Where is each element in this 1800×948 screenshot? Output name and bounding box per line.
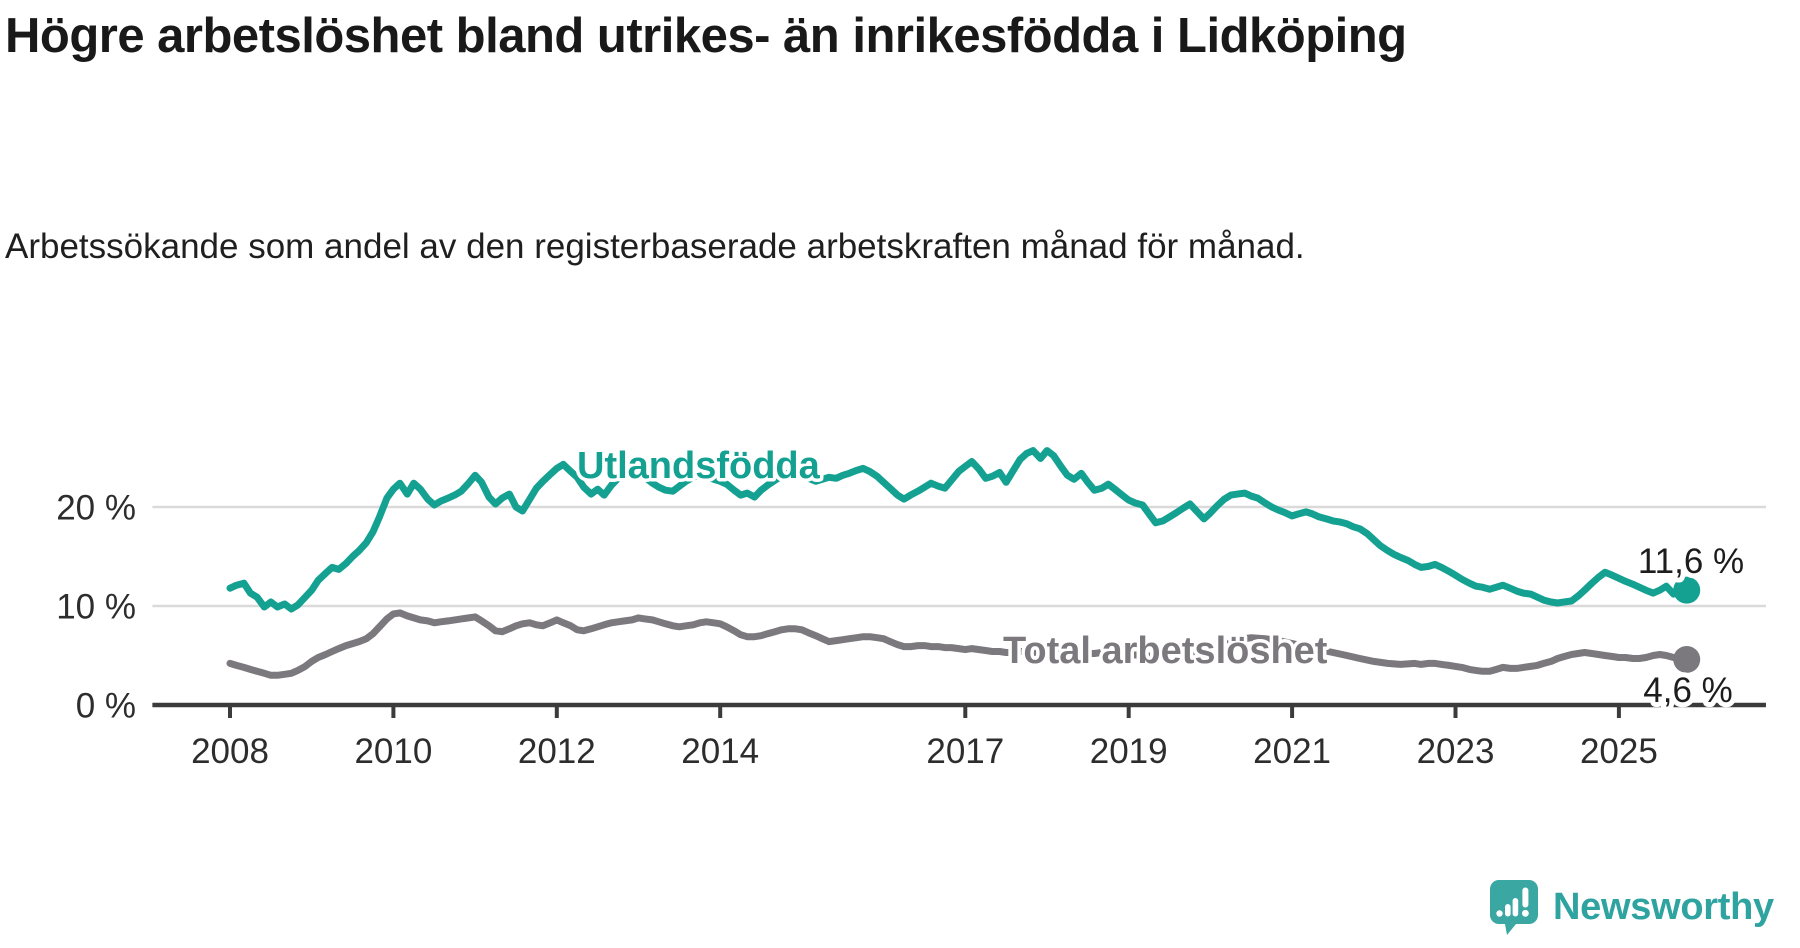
series-end-dot-utlandsf-dda [1673, 576, 1701, 604]
gridlines [152, 505, 1766, 608]
end-value-label-utlandsfodda: 11,6 % [1638, 542, 1744, 581]
x-tick-label-2008: 2008 [191, 732, 269, 771]
y-axis-tick-labels: 0 % 10 % 20 % [56, 489, 136, 726]
logo-bar-tall [1512, 898, 1519, 917]
x-tick-label-2025: 2025 [1580, 732, 1658, 771]
series-end-dot-total-arbetsl-shet [1673, 645, 1701, 673]
logo-exclamation-dot [1522, 909, 1529, 917]
logo-bar-short [1505, 904, 1511, 917]
logo-dot [1496, 910, 1503, 917]
series-line-utlandsf-dda [226, 447, 1691, 613]
series-label-utlandsfodda: Utlandsfödda [577, 445, 821, 487]
x-tick-label-2019: 2019 [1090, 732, 1168, 771]
x-tick-label-2017: 2017 [926, 732, 1004, 771]
page-title: Högre arbetslöshet bland utrikes- än inr… [5, 9, 1407, 63]
y-tick-label-10: 10 % [56, 588, 136, 627]
y-tick-label-20: 20 % [56, 489, 136, 528]
x-tick-label-2010: 2010 [354, 732, 432, 771]
newsworthy-logo-text: Newsworthy [1553, 885, 1774, 928]
end-value-label-total: 4,6 % [1643, 671, 1733, 710]
chart-subtitle: Arbetssökande som andel av den registerb… [5, 227, 1305, 266]
series-line-total-arbetsl-shet [226, 609, 1691, 679]
x-tick-label-2021: 2021 [1253, 732, 1331, 771]
logo-exclamation-bar [1522, 887, 1529, 908]
series-label-total-arbetsloshet: Total arbetslöshet [1003, 630, 1328, 672]
x-tick-label-2012: 2012 [518, 732, 596, 771]
newsworthy-branding: Newsworthy [1488, 878, 1774, 936]
series-lines [226, 447, 1701, 679]
newsworthy-logo-icon [1490, 880, 1538, 935]
x-axis-tick-labels: 2008 2010 2012 2014 2017 2019 2021 2023 2025 [191, 732, 1658, 771]
x-tick-label-2023: 2023 [1417, 732, 1495, 771]
x-tick-label-2014: 2014 [681, 732, 759, 771]
x-axis [152, 702, 1766, 718]
y-tick-label-0: 0 % [76, 687, 136, 726]
